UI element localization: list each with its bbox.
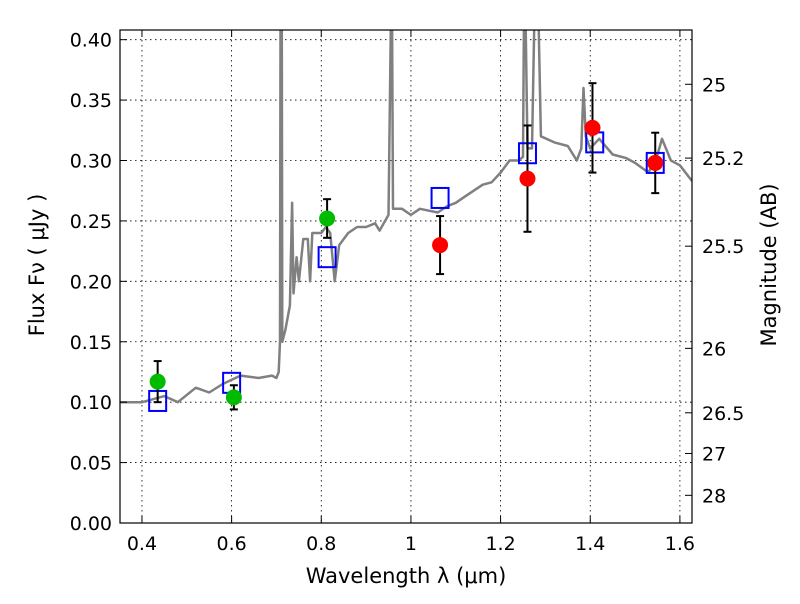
axes-frame [119,29,693,524]
y-tick-label: 0.20 [70,271,112,293]
y-tick-label: 0.30 [70,151,112,173]
data-point [432,237,449,254]
spectrum-line [120,30,692,404]
data-point [647,154,664,171]
data-point [149,373,166,390]
model-square-marker [317,246,337,269]
x-tick-label: 1.4 [575,533,605,555]
series-group [120,30,692,412]
y-tick-label: 0.25 [70,211,112,233]
right-tick-label: 25.2 [702,148,744,170]
right-tick-label: 27 [702,443,726,465]
y-tick-label: 0.40 [70,30,112,52]
right-tick-label: 28 [702,485,726,507]
right-tick-label: 25.5 [702,236,744,258]
x-tick-label: 0.4 [127,533,157,555]
y-axis-label: Flux Fν ( μJy ) [25,194,49,337]
data-point [225,389,242,406]
x-tick-label: 1 [405,533,417,555]
x-tick-label: 1.6 [665,533,695,555]
right-tick-label: 25 [702,74,726,96]
x-tick-label: 0.8 [306,533,336,555]
right-tick-label: 26 [702,338,726,360]
model-square-marker [430,186,450,209]
x-axis-label: Wavelength λ (μm) [306,564,507,588]
right-tick-label: 26.5 [702,403,744,425]
y-tick-label: 0.05 [70,453,112,475]
plot-area [120,30,692,412]
data-point [319,210,336,227]
x-tick-label: 0.6 [217,533,247,555]
y-tick-label: 0.15 [70,332,112,354]
y-tick-label: 0.35 [70,90,112,112]
y-tick-label: 0.00 [70,513,112,535]
x-tick-label: 1.2 [485,533,515,555]
ticks: 0.4 0.6 0.8 1 1.2 1.4 1.6 0.00 0.05 0.10 0.15 0.20 0… [70,30,745,555]
data-point [519,170,536,187]
grid [120,30,692,524]
right-axis-label: Magnitude (AB) [757,183,781,346]
y-tick-label: 0.10 [70,392,112,414]
data-point [584,119,601,136]
